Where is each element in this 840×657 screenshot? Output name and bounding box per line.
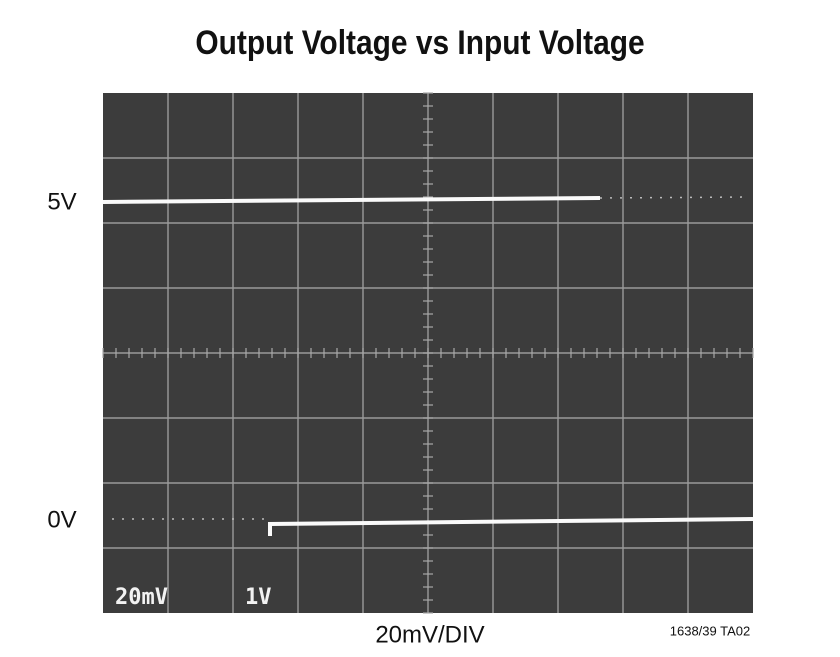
title: Output Voltage vs Input Voltage xyxy=(195,23,644,61)
lower-trace xyxy=(268,517,754,536)
x-label: 20mV/DIV xyxy=(375,621,484,648)
y-label: 0V xyxy=(47,506,76,533)
y-label: 5V xyxy=(47,188,76,215)
screen-label: 20mV xyxy=(115,585,168,610)
figure-id: 1638/39 TA02 xyxy=(670,623,750,638)
upper-trace xyxy=(102,196,601,204)
screen-label: 1V xyxy=(245,585,272,610)
